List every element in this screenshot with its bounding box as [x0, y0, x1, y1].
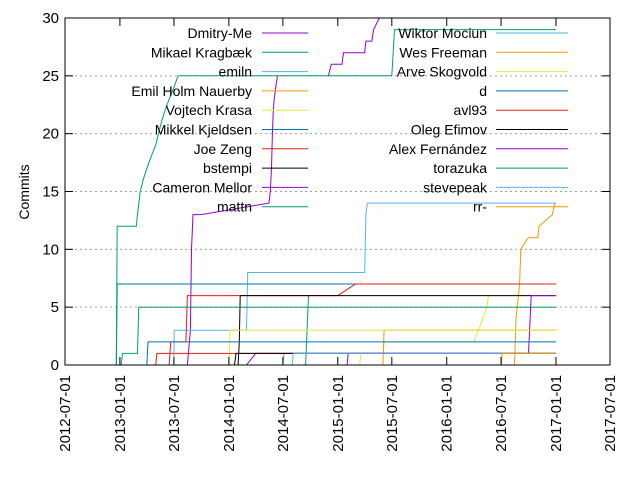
legend-label: Wiktor Mociun — [398, 25, 487, 41]
legend-label: Arve Skogvold — [397, 64, 487, 80]
legend-label: Alex Fernández — [389, 141, 487, 157]
legend-label: Cameron Mellor — [152, 179, 252, 195]
series-line-12 — [228, 329, 556, 366]
x-tick-label: 2015-07-01 — [384, 375, 401, 452]
legend-label: Vojtech Krasa — [166, 102, 253, 118]
legend-label: Dmitry-Me — [187, 25, 252, 41]
series-line-14 — [155, 352, 556, 366]
y-tick-label: 20 — [42, 126, 59, 143]
y-tick-label: 5 — [51, 299, 59, 316]
series-line-9 — [120, 306, 556, 366]
y-tick-label: 10 — [42, 241, 59, 258]
series-line-0 — [186, 75, 278, 366]
x-tick-label: 2017-01-01 — [548, 375, 565, 452]
series-line-13 — [146, 341, 556, 366]
x-tick-label: 2013-07-01 — [166, 375, 183, 452]
legend-label: Mikkel Kjeldsen — [155, 122, 252, 138]
x-tick-label: 2016-01-01 — [439, 375, 456, 452]
axes: 0 5 10 15 20 25 30 2012-07-01 2013-01-01 2013-07-… — [42, 10, 619, 452]
x-tick-label: 2014-07-01 — [275, 375, 292, 452]
x-tick-label: 2013-01-01 — [112, 375, 129, 452]
series-line-11 — [382, 329, 556, 366]
x-tick-label: 2017-07-01 — [602, 375, 619, 452]
series-line-19 — [500, 352, 556, 366]
series-lines — [115, 17, 556, 366]
x-tick-label: 2012-07-01 — [57, 375, 74, 452]
series-line-20 — [328, 17, 380, 76]
y-axis-label: Commits — [16, 164, 32, 219]
legend-label: Wes Freeman — [399, 44, 487, 60]
x-tick-label: 2016-07-01 — [493, 375, 510, 452]
series-line-17 — [115, 29, 556, 366]
legend-label: torazuka — [433, 160, 487, 176]
legend-label: rr- — [473, 199, 487, 215]
legend-label: Emil Holm Nauerby — [131, 83, 252, 99]
legend: Dmitry-Me Mikael Kragbæk emiln Emil Holm Na… — [131, 25, 568, 215]
series-line-18 — [291, 352, 556, 366]
legend-label: emiln — [219, 64, 252, 80]
legend-label: bstempi — [203, 160, 252, 176]
legend-label: Oleg Efimov — [411, 122, 487, 138]
legend-label: stevepeak — [423, 179, 488, 195]
series-line-16 — [346, 352, 556, 366]
legend-label: mattn — [217, 199, 252, 215]
y-tick-label: 30 — [42, 10, 59, 27]
y-tick-label: 25 — [42, 68, 59, 85]
y-tick-label: 15 — [42, 184, 59, 201]
series-line-5 — [115, 283, 556, 366]
legend-label: d — [479, 83, 487, 99]
x-tick-label: 2014-01-01 — [221, 375, 238, 452]
legend-label: Joe Zeng — [194, 141, 252, 157]
y-tick-label: 0 — [51, 357, 59, 374]
legend-label: Mikael Kragbæk — [151, 44, 253, 60]
legend-label: avl93 — [454, 102, 488, 118]
series-line-6 — [168, 283, 556, 366]
x-tick-label: 2015-01-01 — [330, 375, 347, 452]
